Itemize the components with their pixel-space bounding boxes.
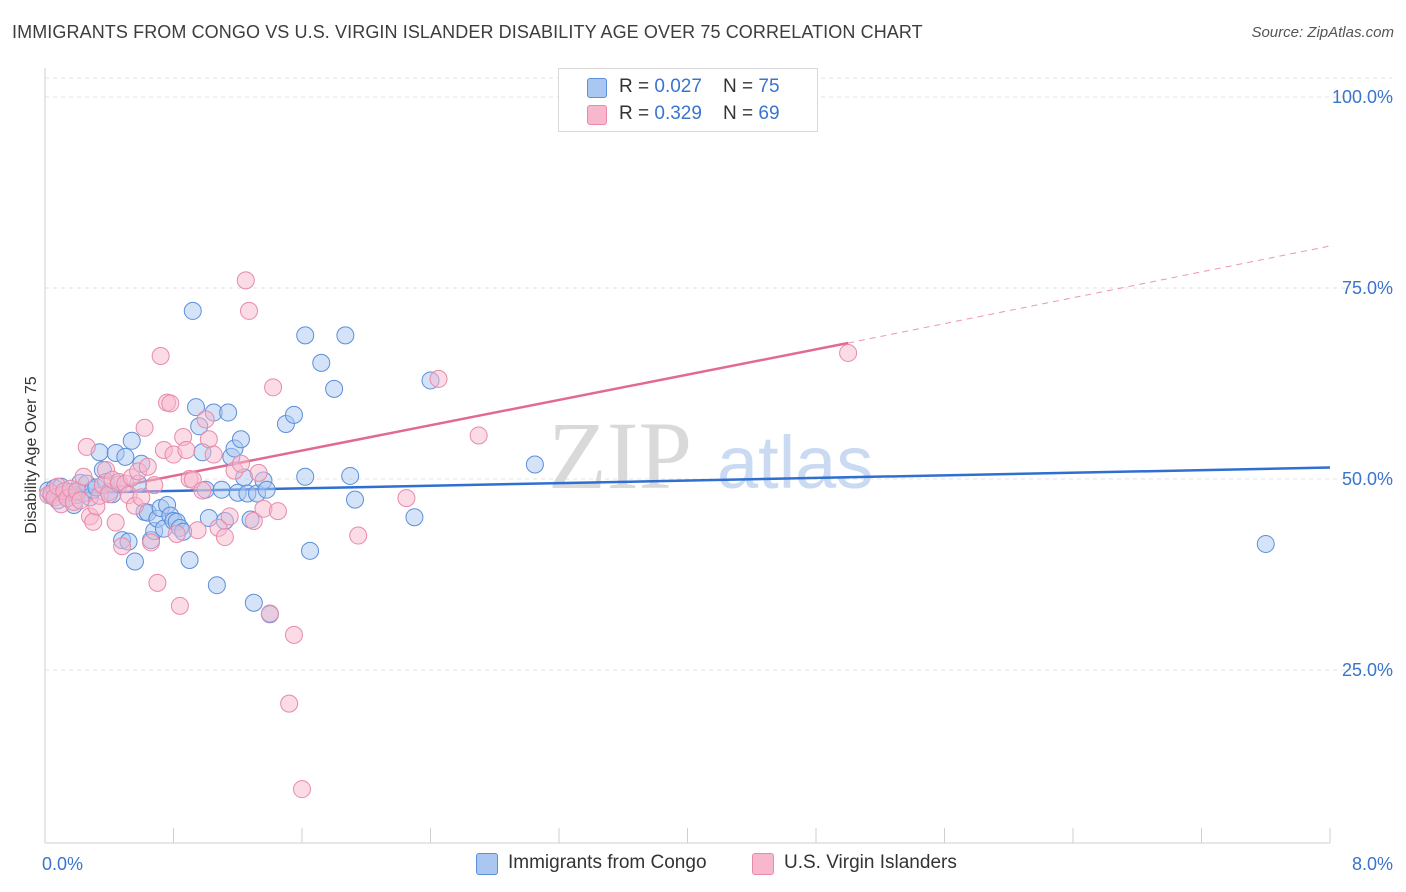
point-virgin-islanders [231,454,250,473]
watermark-zip: ZIP [548,402,692,509]
axes [44,68,1331,844]
legend-n-value: 69 [758,103,780,124]
point-congo [125,552,144,571]
point-virgin-islanders [145,476,164,495]
point-virgin-islanders [135,418,154,437]
point-virgin-islanders [349,526,368,545]
point-congo [1256,534,1275,553]
point-virgin-islanders [239,301,258,320]
point-virgin-islanders [177,440,196,459]
data-points [39,271,1275,799]
point-virgin-islanders [142,533,161,552]
point-congo [180,550,199,569]
x-tick-label: 0.0% [42,854,83,874]
point-virgin-islanders [84,512,103,531]
point-virgin-islanders [236,271,255,290]
point-virgin-islanders [215,528,234,547]
x-tick-label: 8.0% [1352,854,1393,874]
point-virgin-islanders [284,625,303,644]
point-congo [346,490,365,509]
point-virgin-islanders [280,694,299,713]
y-tick-label: 75.0% [1342,278,1393,298]
point-congo [116,447,135,466]
point-virgin-islanders [220,507,239,526]
point-virgin-islanders [167,525,186,544]
grid-lines [45,77,1392,671]
bottom-legend-label-congo: Immigrants from Congo [508,852,707,873]
bottom-legend-swatch-congo [476,853,498,875]
legend-r-label: R = [619,103,655,124]
bottom-legend-label-virgin: U.S. Virgin Islanders [784,852,957,873]
point-virgin-islanders [71,491,90,510]
point-virgin-islanders [204,445,223,464]
point-virgin-islanders [199,430,218,449]
tick-labels: 25.0% 50.0% 75.0% 100.0% 0.0% 8.0% [42,87,1393,874]
point-congo [301,541,320,560]
y-axis-label: Disability Age Over 75 [23,376,40,534]
y-tick-label: 25.0% [1342,660,1393,680]
point-virgin-islanders [138,457,157,476]
point-congo [186,398,205,417]
point-virgin-islanders [469,426,488,445]
point-virgin-islanders [77,437,96,456]
bottom-legend-swatch-virgin [752,853,774,875]
chart-title: IMMIGRANTS FROM CONGO VS U.S. VIRGIN ISL… [12,22,923,42]
point-virgin-islanders [397,489,416,508]
legend-swatch-congo [587,78,607,98]
legend-swatch-virgin [587,105,607,125]
legend-r-label: R = [619,76,655,97]
point-virgin-islanders [293,780,311,799]
point-virgin-islanders [113,537,132,556]
point-virgin-islanders [244,512,263,531]
point-virgin-islanders [132,488,151,507]
point-congo [296,467,315,486]
point-congo [405,508,424,527]
trend-line-virgin-islanders [44,341,849,503]
legend-n-value: 75 [758,76,780,97]
legend-box: R = 0.027 N = 75 R = 0.329 N = 69 [558,68,818,132]
legend-r-value: 0.329 [654,103,702,124]
point-virgin-islanders [151,346,170,365]
point-congo [207,576,226,595]
watermark: ZIP atlas [548,402,873,509]
watermark-atlas: atlas [717,421,873,504]
point-virgin-islanders [188,521,207,540]
point-congo [122,431,141,450]
legend-n-label: N = [723,103,759,124]
point-virgin-islanders [196,410,215,429]
source-label: Source: ZipAtlas.com [1251,24,1394,41]
point-congo [336,326,355,345]
legend-n-label: N = [723,76,759,97]
point-virgin-islanders [106,513,125,532]
point-congo [312,353,331,372]
point-virgin-islanders [161,394,180,413]
point-virgin-islanders [148,573,167,592]
legend-r-value: 0.027 [654,76,702,97]
y-tick-label: 50.0% [1342,469,1393,489]
point-congo [341,466,360,485]
point-virgin-islanders [74,467,93,486]
point-congo [231,430,250,449]
point-congo [219,403,238,422]
point-virgin-islanders [268,502,287,521]
trend-line-virgin-islanders-extension [848,245,1331,344]
point-congo [325,379,344,398]
point-congo [525,455,544,474]
point-congo [296,326,315,345]
point-congo [244,593,263,612]
point-virgin-islanders [264,378,283,397]
point-virgin-islanders [170,596,189,615]
point-congo [284,405,303,424]
point-virgin-islanders [839,343,858,362]
point-congo [257,480,276,499]
point-congo [183,301,202,320]
point-virgin-islanders [429,369,448,388]
point-virgin-islanders [249,463,268,482]
point-virgin-islanders [260,604,279,623]
point-virgin-islanders [193,481,212,500]
y-tick-label: 100.0% [1332,87,1393,107]
point-congo [212,480,231,499]
